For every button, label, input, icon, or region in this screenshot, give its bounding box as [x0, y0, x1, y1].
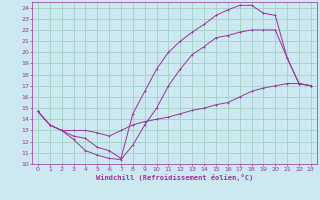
X-axis label: Windchill (Refroidissement éolien,°C): Windchill (Refroidissement éolien,°C): [96, 174, 253, 181]
